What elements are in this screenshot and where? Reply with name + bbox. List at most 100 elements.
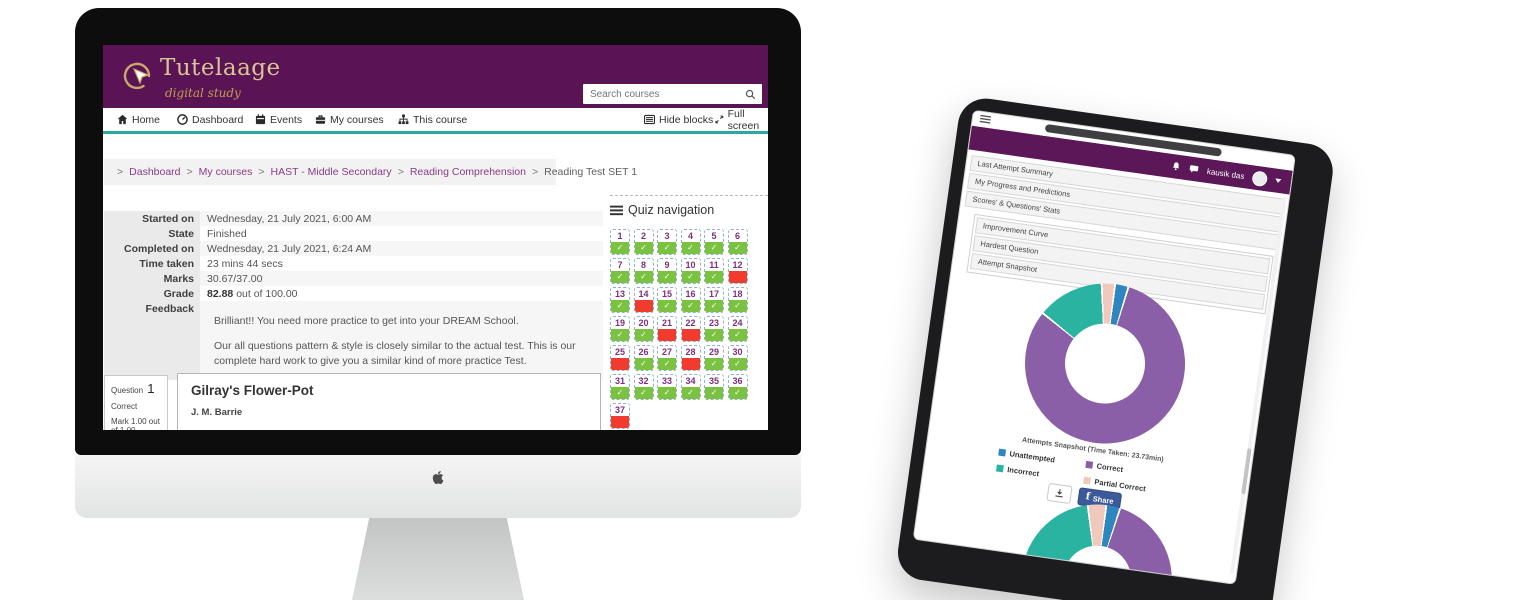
search-input[interactable]	[583, 88, 745, 100]
quiz-nav-button-17[interactable]: 17 ✓	[704, 287, 724, 313]
passage-title: Gilray's Flower-Pot	[191, 383, 314, 398]
incorrect-mark	[658, 329, 676, 341]
main-navbar: Home Dashboard Events My courses This co…	[103, 107, 768, 132]
chevron-down-icon[interactable]	[1274, 178, 1282, 184]
question-number: 8	[634, 259, 653, 271]
nav-label: Home	[132, 113, 161, 126]
row-value: 23 mins 44 secs	[207, 257, 283, 270]
row-label: Marks	[104, 271, 200, 286]
nav-my-courses[interactable]: My courses	[315, 108, 384, 131]
row-label: Completed on	[104, 241, 200, 256]
breadcrumb-section[interactable]: Reading Comprehension	[409, 166, 526, 178]
quiz-nav-button-1[interactable]: 1 ✓	[610, 229, 630, 255]
notifications-bell-icon[interactable]	[1171, 161, 1182, 172]
quiz-navigation-title: Quiz navigation	[610, 203, 768, 217]
quiz-nav-button-5[interactable]: 5 ✓	[704, 229, 724, 255]
question-number: 4	[681, 230, 700, 242]
nav-home[interactable]: Home	[117, 108, 160, 131]
quiz-nav-button-20[interactable]: 20 ✓	[633, 316, 654, 342]
quiz-nav-button-16[interactable]: 16 ✓	[680, 287, 701, 313]
quiz-nav-button-32[interactable]: 32 ✓	[633, 374, 654, 400]
download-button[interactable]	[1046, 482, 1074, 505]
quiz-nav-button-26[interactable]: 26 ✓	[633, 345, 654, 371]
correct-check-icon: ✓	[658, 271, 676, 283]
quiz-nav-button-35[interactable]: 35 ✓	[704, 374, 724, 400]
tablet-screen: kausik das Last Attempt Summary My Progr…	[912, 109, 1296, 585]
quiz-nav-button-2[interactable]: 2 ✓	[633, 229, 654, 255]
nav-events[interactable]: Events	[255, 108, 302, 131]
quiz-nav-button-18[interactable]: 18 ✓	[727, 287, 748, 313]
quiz-nav-button-27[interactable]: 27 ✓	[657, 345, 677, 371]
question-number: 18	[728, 288, 747, 300]
quiz-nav-button-11[interactable]: 11 ✓	[704, 258, 724, 284]
search-icon[interactable]	[745, 89, 756, 100]
quiz-nav-button-15[interactable]: 15 ✓	[657, 287, 677, 313]
row-label: Feedback	[104, 301, 200, 381]
row-value: Wednesday, 21 July 2021, 6:24 AM	[207, 242, 372, 255]
hamburger-icon[interactable]	[610, 205, 623, 216]
nav-full-screen[interactable]: Full screen	[715, 107, 768, 132]
quiz-nav-button-25[interactable]: 25	[610, 345, 630, 371]
apple-logo-icon	[432, 471, 444, 485]
quiz-nav-button-8[interactable]: 8 ✓	[633, 258, 654, 284]
question-number: 5	[705, 230, 723, 242]
quiz-nav-button-28[interactable]: 28	[680, 345, 701, 371]
breadcrumb-my-courses[interactable]: My courses	[198, 166, 253, 178]
row-value: 30.67/37.00	[207, 272, 263, 285]
legend-label: Incorrect	[1006, 464, 1040, 479]
quiz-nav-button-13[interactable]: 13 ✓	[610, 287, 630, 313]
full-screen-icon	[715, 115, 724, 124]
briefcase-icon	[315, 115, 326, 124]
question-number: 2	[634, 230, 653, 242]
quiz-nav-button-4[interactable]: 4 ✓	[680, 229, 701, 255]
breadcrumb-dashboard[interactable]: Dashboard	[129, 166, 181, 178]
question-number: 16	[681, 288, 700, 300]
quiz-nav-button-19[interactable]: 19 ✓	[610, 316, 630, 342]
row-value: Wednesday, 21 July 2021, 6:00 AM	[207, 212, 372, 225]
quiz-nav-button-7[interactable]: 7 ✓	[610, 258, 630, 284]
quiz-nav-button-37[interactable]: 37	[610, 403, 630, 429]
question-number: 17	[705, 288, 723, 300]
quiz-nav-button-3[interactable]: 3 ✓	[657, 229, 677, 255]
correct-check-icon: ✓	[634, 271, 653, 283]
legend-swatch	[998, 448, 1007, 457]
nav-label: Full screen	[727, 107, 760, 132]
question-mark: Mark 1.00 out of 1.00	[111, 417, 160, 430]
question-number: 11	[705, 259, 723, 271]
quiz-nav-button-23[interactable]: 23 ✓	[704, 316, 724, 342]
quiz-nav-button-6[interactable]: 6 ✓	[727, 229, 748, 255]
quiz-nav-button-10[interactable]: 10 ✓	[680, 258, 701, 284]
hamburger-icon[interactable]	[979, 114, 992, 124]
quiz-nav-button-12[interactable]: 12	[727, 258, 748, 284]
quiz-nav-button-14[interactable]: 14	[633, 287, 654, 313]
question-number: 10	[681, 259, 700, 271]
question-number: 15	[658, 288, 676, 300]
breadcrumb-course[interactable]: HAST - Middle Secondary	[270, 166, 392, 178]
user-name[interactable]: kausik das	[1206, 166, 1246, 181]
messages-icon[interactable]	[1189, 163, 1200, 174]
quiz-nav-button-24[interactable]: 24 ✓	[727, 316, 748, 342]
quiz-nav-button-34[interactable]: 34 ✓	[680, 374, 701, 400]
breadcrumb: > Dashboard > My courses > HAST - Middle…	[104, 159, 637, 185]
quiz-nav-button-21[interactable]: 21	[657, 316, 677, 342]
nav-hide-blocks[interactable]: Hide blocks	[644, 108, 713, 131]
nav-dashboard[interactable]: Dashboard	[177, 108, 243, 131]
quiz-nav-button-33[interactable]: 33 ✓	[657, 374, 677, 400]
nav-this-course[interactable]: This course	[398, 108, 467, 131]
quiz-nav-button-29[interactable]: 29 ✓	[704, 345, 724, 371]
incorrect-mark	[634, 300, 653, 312]
correct-check-icon: ✓	[634, 387, 653, 399]
quiz-nav-button-30[interactable]: 30 ✓	[727, 345, 748, 371]
quiz-nav-button-9[interactable]: 9 ✓	[657, 258, 677, 284]
tablet-frame: kausik das Last Attempt Summary My Progr…	[894, 95, 1337, 600]
breadcrumb-separator: >	[258, 166, 265, 178]
quiz-nav-button-22[interactable]: 22	[680, 316, 701, 342]
course-search[interactable]	[583, 84, 762, 104]
question-number: 35	[705, 375, 723, 387]
tablet-app-header: kausik das	[968, 125, 1293, 195]
avatar[interactable]	[1251, 169, 1269, 187]
quiz-nav-button-36[interactable]: 36 ✓	[727, 374, 748, 400]
quiz-nav-button-31[interactable]: 31 ✓	[610, 374, 630, 400]
scrollbar-thumb[interactable]	[1241, 448, 1252, 495]
correct-check-icon: ✓	[611, 271, 629, 283]
